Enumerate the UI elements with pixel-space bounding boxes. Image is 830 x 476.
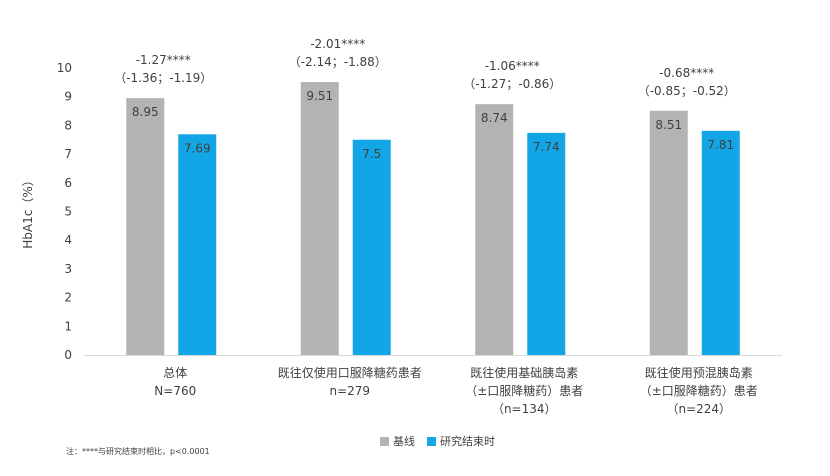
category-label: 既往使用基础胰岛素 — [470, 365, 578, 380]
bar-value-label: 9.51 — [306, 89, 333, 103]
bar-baseline — [300, 82, 339, 356]
bar-value-label: 8.51 — [655, 118, 682, 132]
category-label: 总体 — [163, 366, 187, 380]
category-label: 既往使用预混胰岛素 — [645, 365, 753, 380]
y-tick-label: 8 — [64, 118, 72, 132]
bar-value-label: 7.5 — [362, 147, 381, 161]
y-tick-label: 2 — [64, 291, 72, 305]
footnote: 注：****与研究结束时相比，p<0.0001 — [66, 447, 210, 456]
legend-item-end: 研究结束时 — [427, 433, 495, 449]
y-tick-label: 1 — [64, 319, 72, 333]
category-label: （±口服降糖药）患者 — [465, 383, 583, 398]
y-tick-label: 5 — [64, 205, 72, 219]
bar-value-label: 7.81 — [707, 138, 734, 152]
y-tick-label: 4 — [64, 233, 72, 247]
category-label: 既往仅使用口服降糖药患者 — [278, 365, 422, 380]
bar-end — [352, 139, 391, 355]
diff-annotation: -2.01**** — [310, 37, 365, 51]
legend-label-baseline: 基线 — [393, 435, 415, 448]
y-tick-label: 3 — [64, 262, 72, 276]
bar-value-label: 8.74 — [481, 111, 508, 125]
ci-annotation: （-2.14；-1.88） — [289, 55, 387, 69]
legend: 基线 研究结束时 — [380, 433, 501, 449]
category-label: （n=134） — [492, 402, 557, 416]
bar-value-label: 8.95 — [132, 105, 159, 119]
y-tick-label: 6 — [64, 176, 72, 190]
bar-baseline — [475, 104, 514, 355]
ci-annotation: （-0.85；-0.52） — [638, 84, 736, 98]
category-label: （n=224） — [666, 402, 731, 416]
category-label: （±口服降糖药）患者 — [640, 383, 758, 398]
y-tick-label: 7 — [64, 147, 72, 161]
bar-end — [527, 132, 566, 355]
legend-swatch-baseline — [380, 436, 389, 446]
bar-value-label: 7.74 — [533, 140, 560, 154]
ci-annotation: （-1.36；-1.19） — [114, 71, 212, 85]
bar-baseline — [649, 110, 688, 355]
y-axis-label: HbA1c（%） — [21, 174, 35, 249]
legend-swatch-end — [427, 436, 436, 446]
legend-label-end: 研究结束时 — [440, 435, 495, 448]
bar-value-label: 7.69 — [184, 141, 211, 155]
y-tick-label: 9 — [64, 90, 72, 104]
bar-end — [178, 134, 217, 355]
category-label: N=760 — [154, 384, 196, 398]
bar-baseline — [126, 98, 165, 355]
diff-annotation: -1.06**** — [485, 59, 540, 73]
category-label: n=279 — [329, 384, 370, 398]
ci-annotation: （-1.27；-0.86） — [463, 77, 561, 91]
y-tick-label: 10 — [57, 61, 72, 75]
bar-end — [701, 130, 740, 355]
diff-annotation: -1.27**** — [136, 53, 191, 67]
diff-annotation: -0.68**** — [659, 66, 714, 80]
legend-item-baseline: 基线 — [380, 433, 415, 449]
y-tick-label: 0 — [64, 348, 72, 362]
